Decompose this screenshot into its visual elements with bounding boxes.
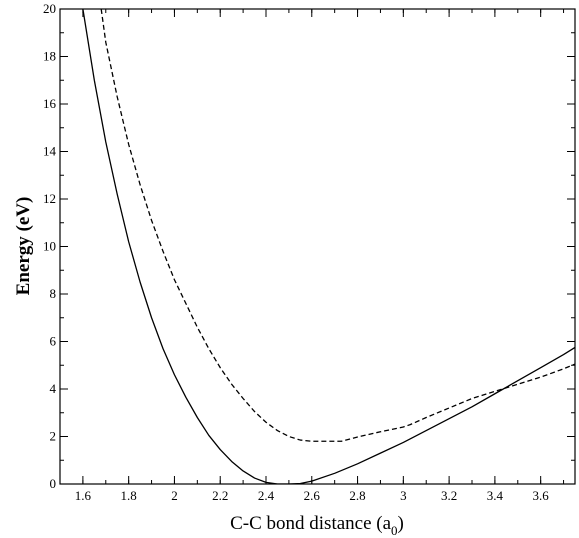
x-tick-label: 3.2	[441, 488, 457, 503]
dashed-energy-curve	[100, 9, 575, 442]
y-tick-label: 8	[50, 286, 57, 301]
x-tick-label: 2	[171, 488, 178, 503]
y-axis: 0 2 4 6 8 10 12 14 16 18 20	[43, 1, 575, 491]
y-tick-label: 12	[43, 191, 56, 206]
x-tick-label: 3	[400, 488, 407, 503]
y-tick-label: 14	[43, 144, 57, 159]
plot-frame	[59, 8, 576, 485]
y-tick-label: 20	[43, 1, 56, 16]
x-tick-label: 2.2	[212, 488, 228, 503]
y-tick-label: 4	[50, 381, 57, 396]
plot-area	[60, 9, 575, 484]
x-tick-label: 2.6	[304, 488, 321, 503]
x-tick-label: 1.6	[75, 488, 92, 503]
y-tick-label: 6	[50, 334, 57, 349]
y-tick-label: 0	[50, 476, 57, 491]
x-tick-label: 1.8	[121, 488, 137, 503]
x-tick-label: 3.4	[487, 488, 504, 503]
x-tick-label: 3.6	[533, 488, 550, 503]
y-tick-label: 16	[43, 96, 57, 111]
x-axis: 1.6 1.8 2 2.2 2.4 2.6 2.8 3 3.2 3.4 3.6	[59, 9, 565, 503]
x-tick-label: 2.8	[349, 488, 365, 503]
y-tick-label: 18	[43, 49, 56, 64]
y-tick-label: 10	[43, 239, 56, 254]
y-axis-title: Energy (eV)	[13, 197, 34, 296]
y-tick-label: 2	[50, 429, 57, 444]
x-tick-label: 2.4	[258, 488, 275, 503]
x-axis-title: C-C bond distance (a0)	[230, 513, 404, 538]
